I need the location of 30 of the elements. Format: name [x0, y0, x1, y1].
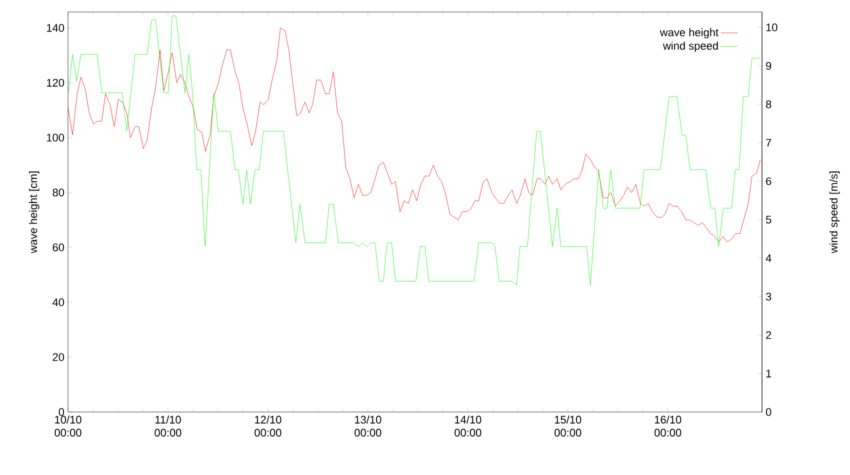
y2-tick-label: 10 — [766, 23, 778, 32]
y2-tick-label: 2 — [766, 331, 772, 339]
x-tick-label: 13/10 00:00 — [354, 416, 382, 437]
x-tick-label: 10/10 00:00 — [54, 416, 82, 437]
y2-tick-label: 1 — [766, 370, 772, 378]
y2-tick-label: 6 — [766, 177, 772, 186]
x-tick-label: 11/10 00:00 — [154, 416, 182, 437]
y2-tick-label: 9 — [766, 62, 772, 70]
y-tick-label: 100 — [46, 134, 64, 142]
y-tick-label: 60 — [52, 243, 64, 252]
y-tick-label: 40 — [52, 298, 64, 306]
y-axis-title: wave height [cm] — [29, 172, 40, 254]
y2-tick-label: 8 — [766, 100, 772, 108]
x-tick-label: 12/10 00:00 — [254, 416, 282, 437]
y-tick-label: 140 — [46, 24, 64, 32]
y-tick-label: 80 — [52, 188, 64, 196]
y-tick-label: 120 — [46, 78, 64, 87]
y2-tick-label: 3 — [766, 292, 772, 301]
y2-tick-label: 4 — [766, 254, 772, 262]
legend-label: wind speed — [662, 42, 718, 52]
x-tick-label: 15/10 00:00 — [554, 416, 582, 437]
legend-label: wave height — [660, 28, 718, 38]
x-tick-label: 16/10 00:00 — [654, 416, 682, 437]
x-tick-label: 14/10 00:00 — [454, 416, 482, 437]
y2-axis-title: wind speed [m/s] — [829, 172, 840, 254]
y-tick-label: 0 — [58, 408, 64, 416]
y2-tick-label: 7 — [766, 138, 772, 147]
y2-tick-label: 0 — [766, 408, 772, 416]
y-tick-label: 20 — [52, 353, 64, 362]
y2-tick-label: 5 — [766, 216, 772, 224]
